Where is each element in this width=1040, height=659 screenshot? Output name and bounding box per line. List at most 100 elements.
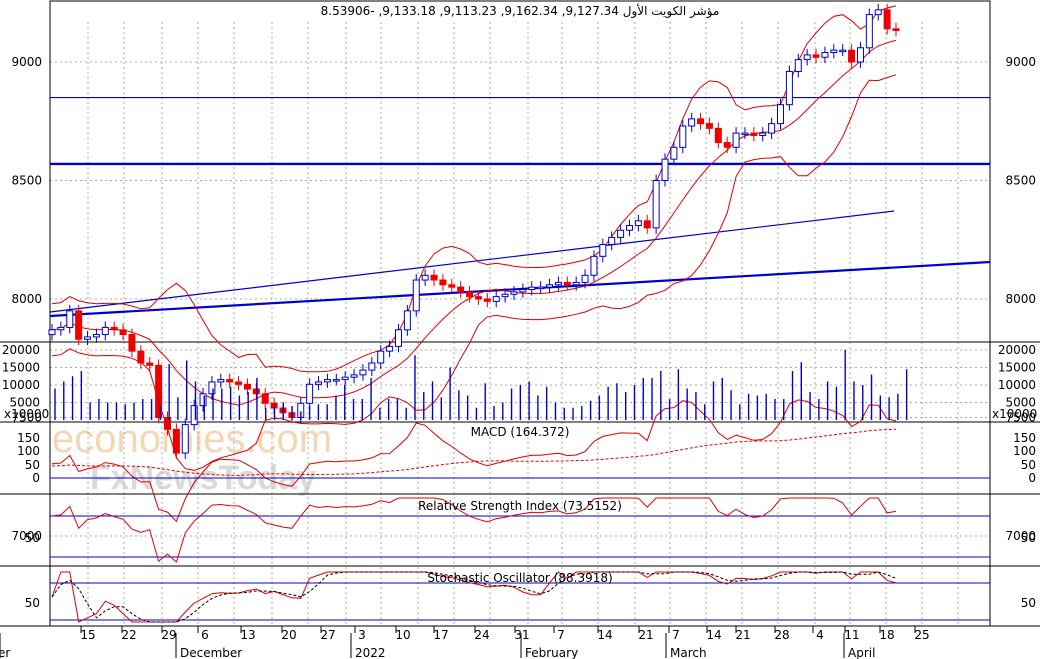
trendline-moving xyxy=(49,210,895,313)
candle-body-35 xyxy=(359,369,367,376)
candle-body-16 xyxy=(190,405,198,426)
date-tick-11: 31 xyxy=(514,628,529,642)
candle-body-79 xyxy=(750,132,758,136)
candle-body-77 xyxy=(732,132,740,148)
candle-body-42 xyxy=(421,274,429,281)
vol-unit-left: x10000 xyxy=(4,407,49,421)
candle-body-10 xyxy=(137,350,145,364)
candle-body-0 xyxy=(48,329,56,336)
candle-body-7 xyxy=(110,326,118,331)
rsi-label-left-0: 50 xyxy=(25,531,40,545)
candle-body-32 xyxy=(332,379,340,382)
candle-body-4 xyxy=(84,336,92,340)
candle-body-20 xyxy=(226,379,234,383)
vol-label-left-2: 10000 xyxy=(2,378,40,392)
macd-label-left-0: 150 xyxy=(17,431,40,445)
date-tick-6: 27 xyxy=(320,628,335,642)
candle-body-39 xyxy=(394,329,402,347)
macd-label-right-3: 0 xyxy=(1028,471,1036,485)
candle-body-59 xyxy=(572,281,580,286)
candle-body-31 xyxy=(323,379,331,383)
candle-body-61 xyxy=(590,255,598,276)
candle-body-22 xyxy=(243,383,251,390)
candle-body-80 xyxy=(759,132,767,136)
candle-body-17 xyxy=(199,393,207,407)
outer-frame xyxy=(49,0,991,627)
candle-body-44 xyxy=(439,279,447,286)
candle-body-87 xyxy=(821,52,829,58)
date-tick-13: 14 xyxy=(597,628,612,642)
candle-body-70 xyxy=(670,146,678,160)
candle-body-47 xyxy=(466,291,474,298)
candle-body-60 xyxy=(581,274,589,283)
date-tick-14: 21 xyxy=(638,628,653,642)
ohlc-values: 9,127.34, 9,162.34, 9,113.23, 9,133.18, … xyxy=(321,4,619,18)
candle-body-82 xyxy=(777,104,785,125)
candle-body-76 xyxy=(723,142,731,148)
candle-body-2 xyxy=(66,310,74,328)
date-tick-12: 7 xyxy=(557,628,565,642)
vol-label-left-1: 15000 xyxy=(2,361,40,375)
candle-body-3 xyxy=(75,310,83,340)
macd-label-right-1: 100 xyxy=(1013,444,1036,458)
vol-label-right-1: 15000 xyxy=(998,361,1036,375)
date-tick-19: 4 xyxy=(816,628,824,642)
band-lower xyxy=(51,74,897,471)
candle-body-91 xyxy=(856,47,864,63)
stoch-k-line xyxy=(51,571,897,623)
date-tick-18: 28 xyxy=(774,628,789,642)
candles xyxy=(48,3,900,459)
candle-body-24 xyxy=(261,393,269,404)
candle-body-1 xyxy=(57,326,65,331)
date-tick-5: 20 xyxy=(281,628,296,642)
price-label-left-2: 8000 xyxy=(11,292,42,306)
month-label-3: February xyxy=(525,646,578,659)
candle-body-12 xyxy=(155,364,163,418)
date-tick-2: 29 xyxy=(161,628,176,642)
macd-label-left-3: 0 xyxy=(32,471,40,485)
date-tick-20: 11 xyxy=(844,628,859,642)
candle-body-29 xyxy=(306,383,314,404)
candle-body-51 xyxy=(501,293,509,298)
panel-frames xyxy=(0,0,1040,627)
candle-body-90 xyxy=(848,49,856,63)
candle-body-49 xyxy=(483,298,491,302)
price-label-left-3: 7500 xyxy=(11,411,42,425)
candle-body-36 xyxy=(368,362,376,371)
candle-body-84 xyxy=(794,59,802,72)
month-label-2: 2022 xyxy=(355,646,386,659)
price-label-left-0: 9000 xyxy=(11,55,42,69)
candle-body-11 xyxy=(146,362,154,366)
vol-label-right-0: 20000 xyxy=(998,343,1036,357)
candle-body-93 xyxy=(874,9,882,16)
candle-body-71 xyxy=(679,125,687,148)
vol-label-right-2: 10000 xyxy=(998,378,1036,392)
vol-label-right-3: 5000 xyxy=(1005,396,1036,410)
stoch-d-line xyxy=(51,571,897,623)
candle-body-53 xyxy=(519,289,527,293)
candle-body-34 xyxy=(350,374,358,378)
symbol-name: مؤشر الكويت الأول xyxy=(623,3,720,19)
candle-body-37 xyxy=(377,350,385,364)
candle-body-63 xyxy=(608,236,616,245)
candle-body-92 xyxy=(865,14,873,49)
panel-title-2: Stochastic Oscillator (88.3918) xyxy=(427,571,612,585)
date-tick-17: 21 xyxy=(735,628,750,642)
rsi-label-right-0: 50 xyxy=(1021,531,1036,545)
date-tick-21: 18 xyxy=(879,628,894,642)
candle-body-81 xyxy=(768,123,776,134)
candle-body-54 xyxy=(528,286,536,291)
candle-body-41 xyxy=(412,279,420,312)
candle-body-78 xyxy=(741,132,749,136)
candle-body-66 xyxy=(634,220,642,227)
macd-line xyxy=(51,399,897,523)
candle-body-52 xyxy=(510,291,518,295)
date-tick-22: 25 xyxy=(914,628,929,642)
date-tick-9: 17 xyxy=(433,628,448,642)
date-tick-4: 13 xyxy=(240,628,255,642)
candle-body-58 xyxy=(563,281,571,286)
month-label-1: December xyxy=(180,646,242,659)
candle-body-67 xyxy=(643,220,651,229)
candle-body-69 xyxy=(661,158,669,181)
